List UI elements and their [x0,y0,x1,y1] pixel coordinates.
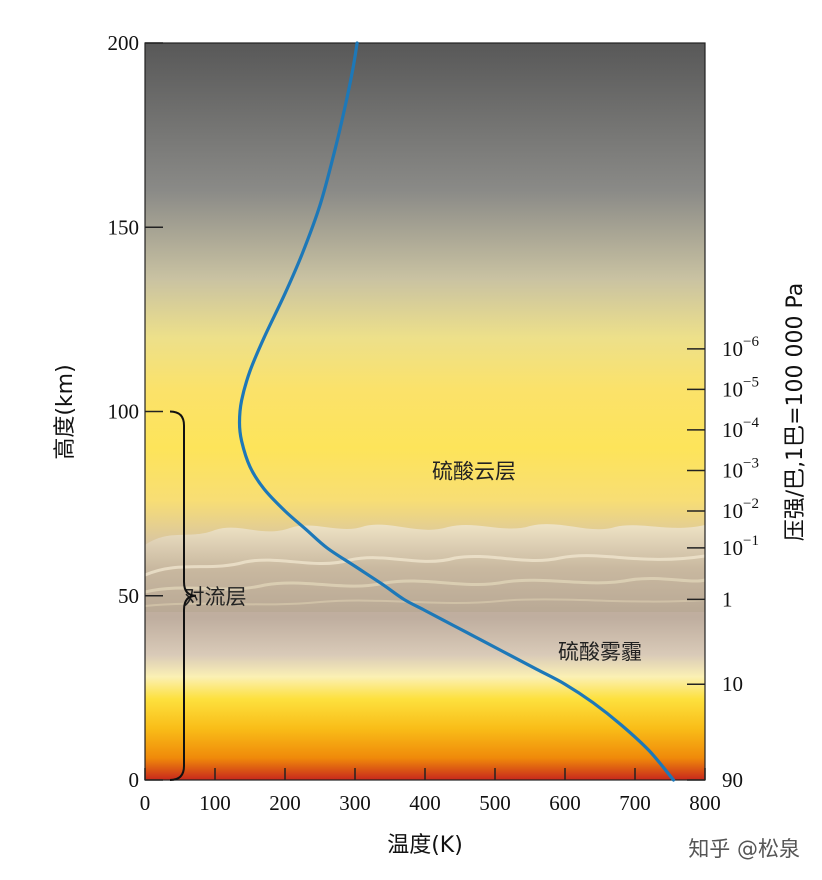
cloud-band [144,524,706,612]
plot-background [145,43,705,780]
y-tick-label: 150 [108,215,140,239]
x-tick-label: 100 [199,791,231,815]
y-tick-label: 100 [108,400,140,424]
pressure-tick-label: 10−3 [722,455,759,482]
pressure-tick-label: 10−1 [722,533,759,560]
x-tick-label: 500 [479,791,511,815]
troposphere-brace [169,410,197,781]
region-label: 硫酸云层 [432,459,516,483]
x-tick-label: 400 [409,791,441,815]
y-tick-label: 0 [129,768,140,792]
pressure-tick-label: 90 [722,768,743,792]
temperature-curve [237,41,676,782]
pressure-tick-label: 10−2 [722,496,759,523]
pressure-axis: 90 10 1 10−1 10−2 10−3 10−4 10−5 10−6 [687,334,759,792]
y-tick-label: 50 [118,584,139,608]
x-axis: 0 100 200 300 400 500 600 700 800 [140,768,721,815]
x-tick-label: 200 [269,791,301,815]
watermark: 知乎 @松泉 [688,837,800,861]
pressure-tick-label: 10 [722,672,743,696]
pressure-tick-label: 1 [722,587,733,611]
x-tick-label: 0 [140,791,151,815]
pressure-tick-label: 10−4 [722,415,759,442]
series-layer [237,41,676,782]
pressure-tick-label: 10−6 [722,334,759,361]
y2-axis-title: 压强/巴,1巴=100 000 Pa [783,283,808,542]
y-tick-label: 200 [108,31,140,55]
region-label: 硫酸雾霾 [558,640,642,664]
x-tick-label: 800 [689,791,721,815]
x-axis-title: 温度(K) [387,833,463,858]
y-axis-title: 高度(km) [53,364,78,459]
x-tick-label: 700 [619,791,651,815]
x-tick-label: 600 [549,791,581,815]
y-axis: 0 50 100 150 200 [108,31,163,792]
pressure-tick-label: 10−5 [722,374,759,401]
x-tick-label: 300 [339,791,371,815]
